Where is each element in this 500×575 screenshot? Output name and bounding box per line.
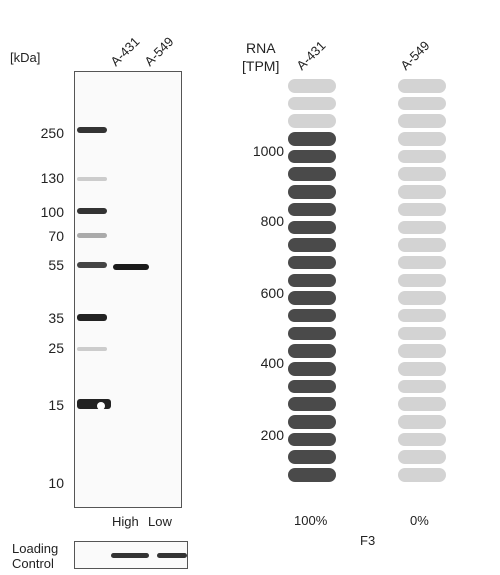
ladder-band-70 (77, 233, 107, 238)
rna-segment (398, 415, 446, 429)
rna-segment (398, 344, 446, 358)
rna-segment (288, 238, 336, 252)
rna-bar-a431 (288, 79, 336, 486)
rna-label-a431: A-431 (293, 37, 329, 73)
loading-band-a549 (157, 553, 187, 558)
rna-segment (398, 132, 446, 146)
rna-segment (288, 397, 336, 411)
rna-segment (288, 326, 336, 341)
ladder-band-55 (77, 262, 107, 268)
marker-130: 130 (40, 170, 64, 186)
ladder-band-35 (77, 314, 107, 321)
loading-control-label-line1: Loading (12, 541, 59, 556)
rna-segment (288, 79, 336, 93)
loading-control-blot (74, 541, 188, 569)
rna-segment (398, 185, 446, 199)
lane-label-a431: A-431 (107, 33, 143, 69)
lane-label-a549: A-549 (141, 33, 177, 69)
rna-bar-a549 (398, 79, 446, 486)
rna-segment (398, 308, 446, 323)
y-tick-1000: 1000 (252, 143, 284, 159)
rna-label-a549: A-549 (397, 37, 433, 73)
rna-segment (288, 202, 336, 217)
rna-segment (288, 185, 336, 199)
ladder-band-100 (77, 208, 107, 214)
rna-segment (288, 379, 336, 394)
rna-segment (288, 308, 336, 323)
rna-segment (288, 450, 336, 464)
ladder-band-250 (77, 127, 107, 133)
rna-segment (288, 432, 336, 447)
rna-segment (398, 326, 446, 341)
rna-segment (288, 415, 336, 429)
rna-segment (398, 79, 446, 93)
ladder-band-130 (77, 177, 107, 181)
marker-250: 250 (40, 125, 64, 141)
rna-segment (398, 379, 446, 394)
rna-segment (398, 450, 446, 464)
rna-segment (398, 202, 446, 217)
rna-header-line1: RNA (246, 40, 276, 56)
expression-low: Low (148, 514, 172, 529)
ladder-band-15 (77, 399, 111, 409)
y-tick-200: 200 (260, 427, 284, 443)
marker-10: 10 (48, 475, 64, 491)
rna-segment (398, 432, 446, 447)
rna-header-line2: [TPM] (242, 58, 280, 74)
rna-segment (398, 291, 446, 305)
rna-segment (288, 255, 336, 270)
rna-segment (288, 149, 336, 164)
rna-segment (398, 362, 446, 376)
a431-band (113, 264, 149, 270)
rna-segment (288, 220, 336, 234)
marker-35: 35 (48, 310, 64, 326)
loading-control-label-line2: Control (12, 556, 54, 571)
y-tick-400: 400 (260, 355, 284, 371)
rna-segment (288, 167, 336, 181)
marker-55: 55 (48, 257, 64, 273)
rna-segment (398, 397, 446, 411)
marker-70: 70 (48, 228, 64, 244)
rna-segment (398, 255, 446, 270)
gene-name: F3 (360, 533, 376, 548)
rna-segment (288, 468, 336, 482)
marker-25: 25 (48, 340, 64, 356)
ladder-band-25 (77, 347, 107, 351)
western-blot-image (74, 71, 182, 508)
expression-high: High (112, 514, 139, 529)
y-tick-600: 600 (260, 285, 284, 301)
percent-a431: 100% (294, 513, 328, 528)
rna-segment (398, 96, 446, 111)
kda-unit-label: [kDa] (10, 50, 41, 65)
marker-100: 100 (40, 204, 64, 220)
rna-segment (398, 149, 446, 164)
rna-segment (398, 273, 446, 288)
rna-segment (288, 132, 336, 146)
rna-segment (398, 238, 446, 252)
rna-segment (398, 114, 446, 128)
rna-segment (398, 468, 446, 482)
rna-segment (288, 291, 336, 305)
percent-a549: 0% (410, 513, 429, 528)
rna-segment (288, 362, 336, 376)
rna-segment (398, 220, 446, 234)
ladder-spot (97, 402, 105, 410)
rna-segment (288, 96, 336, 111)
y-tick-800: 800 (260, 213, 284, 229)
rna-segment (398, 167, 446, 181)
rna-segment (288, 344, 336, 358)
loading-band-a431 (111, 553, 149, 558)
marker-15: 15 (48, 397, 64, 413)
rna-segment (288, 114, 336, 128)
rna-segment (288, 273, 336, 288)
